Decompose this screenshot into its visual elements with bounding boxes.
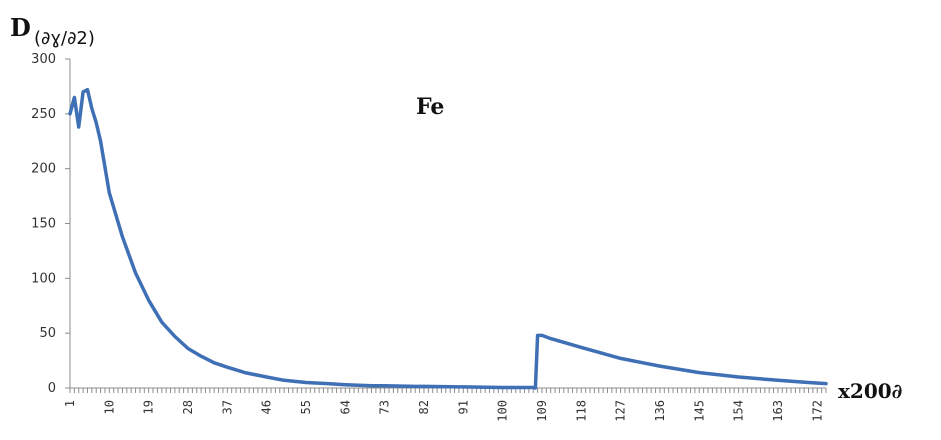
y-tick-label: 100 — [31, 271, 56, 286]
x-tick-label: 100 — [496, 400, 510, 422]
y-tick-label: 250 — [31, 107, 56, 122]
chart-annotation: Fe — [416, 94, 444, 120]
y-axis-unit-label: (∂ɣ/∂2) — [34, 28, 95, 49]
x-tick-label: 127 — [614, 400, 628, 422]
x-axis-ticks: 1 10 19 28 37 46 55 64 73 82 91 100 109 118 127 136 145 1… — [63, 388, 827, 422]
x-axis-label: x200∂ — [838, 379, 902, 403]
x-tick-label: 28 — [181, 400, 195, 414]
x-tick-label: 163 — [771, 400, 785, 422]
y-axis-ticks: 0 50 100 150 200 250 300 — [31, 52, 70, 396]
y-tick-label: 300 — [31, 52, 56, 67]
x-tick-label: 10 — [102, 400, 116, 414]
x-tick-label: 109 — [535, 400, 549, 422]
x-tick-label: 136 — [653, 400, 667, 422]
series-group — [68, 87, 828, 390]
x-tick-label: 145 — [692, 400, 706, 422]
x-tick-label: 82 — [417, 400, 431, 414]
x-tick-label: 1 — [63, 400, 77, 407]
y-tick-label: 0 — [48, 381, 56, 396]
y-tick-label: 200 — [31, 162, 56, 177]
x-tick-label: 154 — [732, 400, 746, 422]
y-axis-label: D — [10, 13, 31, 42]
x-tick-label: 118 — [574, 400, 588, 422]
x-tick-label: 55 — [299, 400, 313, 414]
x-tick-label: 37 — [220, 400, 234, 414]
x-tick-label: 46 — [260, 400, 274, 414]
x-tick-label: 64 — [338, 400, 352, 414]
y-tick-label: 50 — [39, 326, 56, 341]
x-tick-label: 73 — [378, 400, 392, 414]
y-tick-label: 150 — [31, 217, 56, 232]
x-tick-label: 172 — [810, 400, 824, 422]
x-tick-label: 19 — [142, 400, 156, 414]
series-line-1 — [68, 87, 828, 390]
x-tick-label: 91 — [456, 400, 470, 414]
